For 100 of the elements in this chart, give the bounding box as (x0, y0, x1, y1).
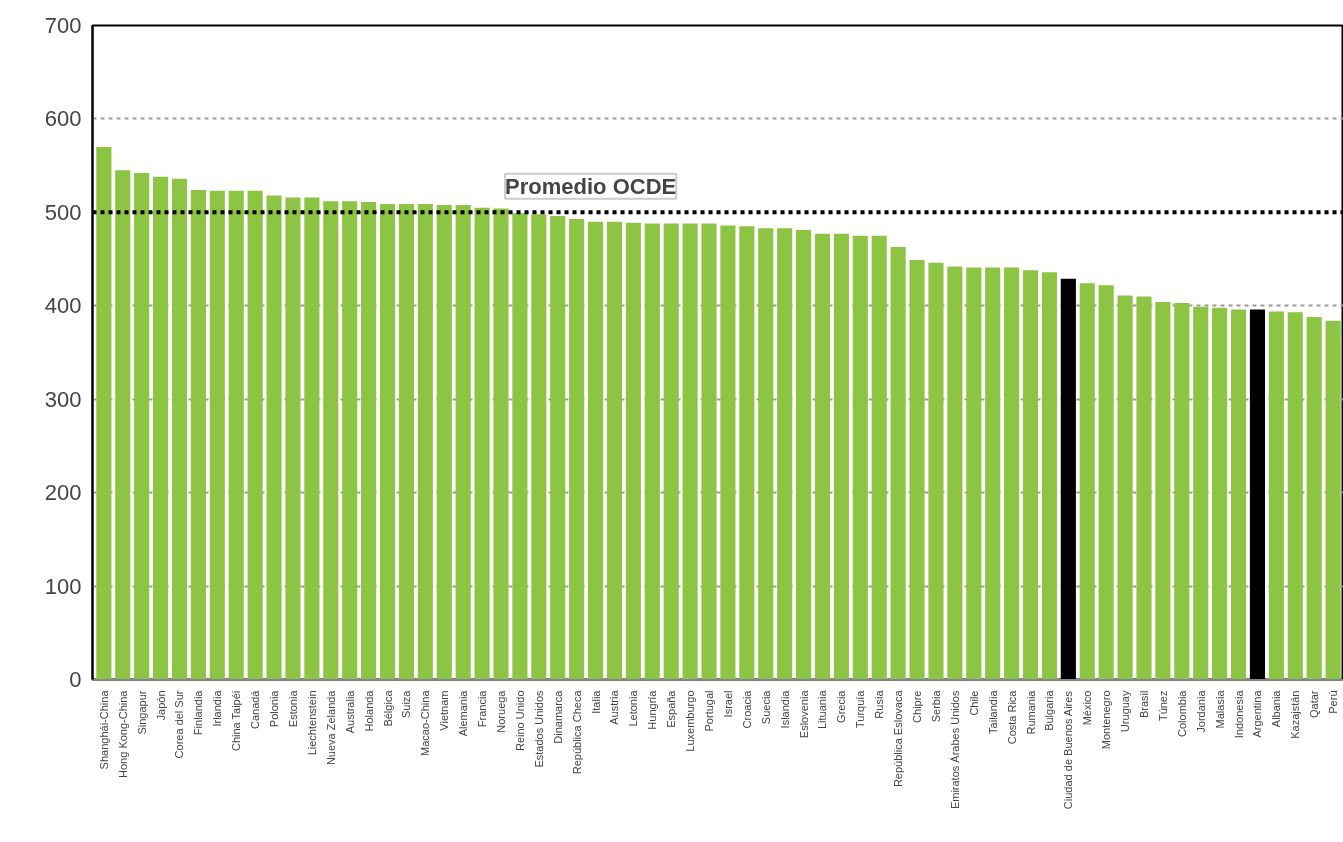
bar (323, 201, 339, 680)
x-tick-label: Grecia (835, 689, 848, 723)
bar (209, 190, 225, 680)
bar (682, 223, 698, 680)
bar (1306, 317, 1322, 680)
bar (417, 203, 433, 680)
y-tick-label: 0 (69, 667, 82, 692)
y-tick-label: 100 (44, 573, 82, 599)
x-tick-label: Serbia (929, 689, 942, 723)
x-tick-label: Japón (154, 690, 167, 721)
y-tick-label: 700 (44, 13, 82, 38)
x-tick-label: Reino Unido (513, 690, 526, 752)
x-tick-label: Vietnam (438, 690, 451, 731)
bar (871, 235, 887, 680)
bar (550, 216, 566, 680)
bar (379, 203, 396, 680)
x-tick-label: Corea del Sur (173, 690, 186, 759)
x-tick-label: Qatar (1308, 690, 1321, 719)
x-tick-label: Túnez (1156, 690, 1169, 722)
bar (625, 222, 641, 680)
bar (758, 228, 774, 680)
x-tick-label: Argentina (1251, 689, 1264, 738)
bar (985, 267, 1001, 680)
bar (190, 189, 206, 680)
x-tick-label: Alemania (457, 689, 470, 737)
x-tick-label: Israel (721, 690, 734, 718)
bar (928, 262, 944, 680)
bar (909, 260, 925, 680)
bar (1174, 302, 1190, 680)
x-tick-label: Colombia (1175, 689, 1188, 737)
x-tick-label: México (1081, 690, 1094, 726)
bar (455, 204, 471, 680)
bar (1022, 270, 1039, 680)
x-tick-label: Rumania (1024, 689, 1037, 735)
x-tick-label: Croacia (740, 689, 753, 729)
x-tick-label: Rusia (873, 689, 886, 719)
x-tick-label: Jordania (1194, 689, 1207, 733)
x-tick-label: Estados Unidos (532, 690, 545, 768)
bar (1193, 306, 1209, 680)
y-tick-label: 300 (44, 386, 82, 412)
bar (1268, 311, 1284, 680)
x-tick-label: Bélgica (381, 689, 394, 727)
bar (796, 230, 812, 680)
bar (361, 202, 377, 680)
x-tick-label: Malasia (1213, 689, 1226, 729)
x-tick-label: Chile (967, 690, 980, 716)
bar (1287, 312, 1303, 680)
x-tick-label: Liechtenstein (305, 690, 318, 756)
bar (96, 146, 112, 680)
x-tick-label: Islandia (778, 689, 791, 729)
x-tick-label: República Eslovaca (892, 689, 905, 788)
x-tick-label: Portugal (703, 690, 716, 732)
bar (739, 226, 755, 680)
x-tick-label: Ciudad de Buenos Aires (1062, 690, 1075, 810)
bar (1041, 272, 1057, 680)
x-tick-label: Lituania (816, 689, 829, 730)
x-tick-label: Chipre (911, 690, 924, 723)
bar (1136, 296, 1152, 680)
x-tick-label: Macao-China (419, 689, 432, 756)
bar (266, 195, 282, 680)
bar (531, 214, 547, 680)
y-tick-label: 500 (44, 199, 82, 225)
x-tick-label: Holanda (362, 689, 375, 732)
x-tick-label: Turquía (854, 689, 867, 728)
x-tick-label: Letonia (627, 689, 640, 727)
x-tick-label: China Taipéi (230, 690, 243, 752)
x-tick-label: Austria (608, 689, 621, 725)
x-tick-label: España (665, 689, 678, 728)
bar (247, 190, 263, 680)
x-tick-label: Noruega (494, 689, 507, 733)
x-tick-label: Singapur (135, 690, 148, 735)
x-tick-label: Italia (589, 689, 602, 714)
x-tick-label: Uruguay (1119, 690, 1132, 733)
x-tick-label: Canadá (249, 689, 262, 730)
x-tick-label: Costa Rica (1005, 689, 1018, 745)
bar (342, 201, 358, 680)
x-tick-label: Irlandia (211, 689, 224, 727)
bar (398, 203, 414, 680)
bar (1155, 302, 1171, 680)
bar (474, 207, 490, 680)
bar (171, 178, 188, 680)
bar (966, 267, 982, 680)
x-tick-label: Bulgaria (1043, 689, 1056, 731)
y-tick-label: 200 (44, 480, 82, 506)
bar (701, 223, 717, 680)
bar (720, 225, 736, 680)
bar (1117, 295, 1133, 680)
bar (1079, 283, 1095, 680)
x-tick-label: Nueva Zelanda (324, 689, 337, 766)
bar (947, 266, 963, 680)
x-tick-label: Suiza (400, 689, 413, 719)
x-tick-label: Montenegro (1100, 690, 1113, 750)
bar (134, 173, 150, 680)
bar (512, 213, 528, 680)
bar (663, 223, 679, 680)
bar (569, 218, 585, 680)
bar (1212, 307, 1228, 680)
x-tick-label: Shanghái-China (97, 689, 110, 770)
x-tick-label: Tailandia (986, 689, 999, 734)
x-tick-label: Finlandia (192, 689, 205, 736)
